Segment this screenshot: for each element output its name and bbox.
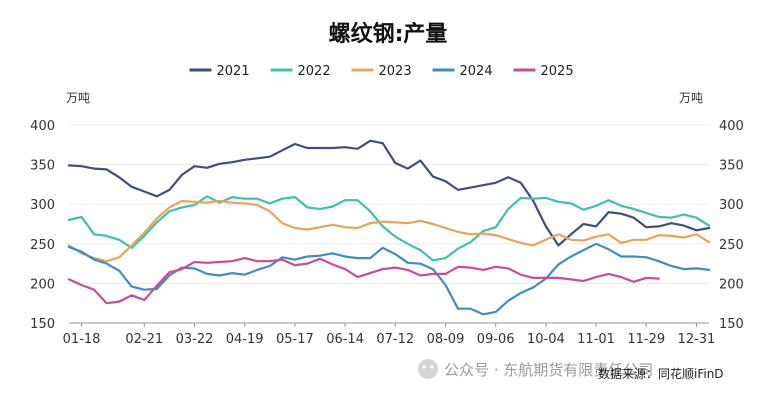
y-tick-label-right: 300 [719, 198, 744, 213]
y-tick-label-right: 150 [719, 317, 744, 332]
y-tick-label-left: 200 [30, 277, 55, 292]
x-tick-label: 04-19 [226, 332, 264, 347]
watermark: 公众号 · 东航期货有限责任公司 [418, 359, 653, 379]
series-line-2022 [67, 195, 711, 262]
legend-label-2025: 2025 [541, 64, 574, 79]
x-tick-label: 08-09 [427, 332, 465, 347]
source-text: 数据来源：同花顺iFinD [598, 366, 724, 381]
left-unit-label: 万吨 [66, 91, 90, 105]
y-tick-label-left: 250 [30, 238, 55, 253]
y-tick-label-left: 400 [30, 119, 55, 134]
plot-area [67, 139, 711, 316]
watermark-text: 公众号 · 东航期货有限责任公司 [444, 361, 653, 379]
x-tick-label: 10-04 [527, 332, 565, 347]
legend-label-2023: 2023 [379, 64, 412, 79]
x-tick-label: 03-22 [176, 332, 214, 347]
y-tick-label-left: 150 [30, 317, 55, 332]
legend-label-2022: 2022 [298, 64, 331, 79]
series-line-2021 [67, 139, 711, 247]
y-tick-label-right: 350 [719, 159, 744, 174]
series-line-2025 [67, 257, 660, 305]
series-line-2023 [67, 199, 711, 263]
x-axis: 01-18 02-21 03-22 04-19 05-17 06-14 07-12 08-09… [63, 322, 716, 347]
x-tick-label: 11-29 [627, 332, 665, 347]
wechat-icon [418, 359, 438, 379]
legend-label-2024: 2024 [460, 64, 493, 79]
y-tick-label-left: 350 [30, 159, 55, 174]
series-line-2024 [67, 242, 711, 316]
legend-label-2021: 2021 [217, 64, 250, 79]
x-tick-label: 09-06 [477, 332, 515, 347]
x-tick-label: 01-18 [63, 332, 101, 347]
y-tick-label-right: 200 [719, 277, 744, 292]
right-unit-label: 万吨 [679, 91, 703, 105]
x-tick-label: 07-12 [376, 332, 414, 347]
y-tick-label-right: 250 [719, 238, 744, 253]
x-tick-label: 05-17 [276, 332, 314, 347]
chart-title: 螺纹钢:产量 [329, 21, 448, 47]
y-axis-left: 150 200 250 300 350 400 [30, 119, 55, 332]
y-tick-label-right: 400 [719, 119, 744, 134]
x-tick-label: 02-21 [125, 332, 163, 347]
x-tick-label: 06-14 [326, 332, 364, 347]
x-tick-label: 11-01 [577, 332, 615, 347]
y-tick-label-left: 300 [30, 198, 55, 213]
y-axis-right: 150 200 250 300 350 400 [719, 119, 744, 332]
x-tick-label: 12-31 [678, 332, 716, 347]
legend: 2021 2022 2023 2024 2025 [189, 64, 574, 79]
